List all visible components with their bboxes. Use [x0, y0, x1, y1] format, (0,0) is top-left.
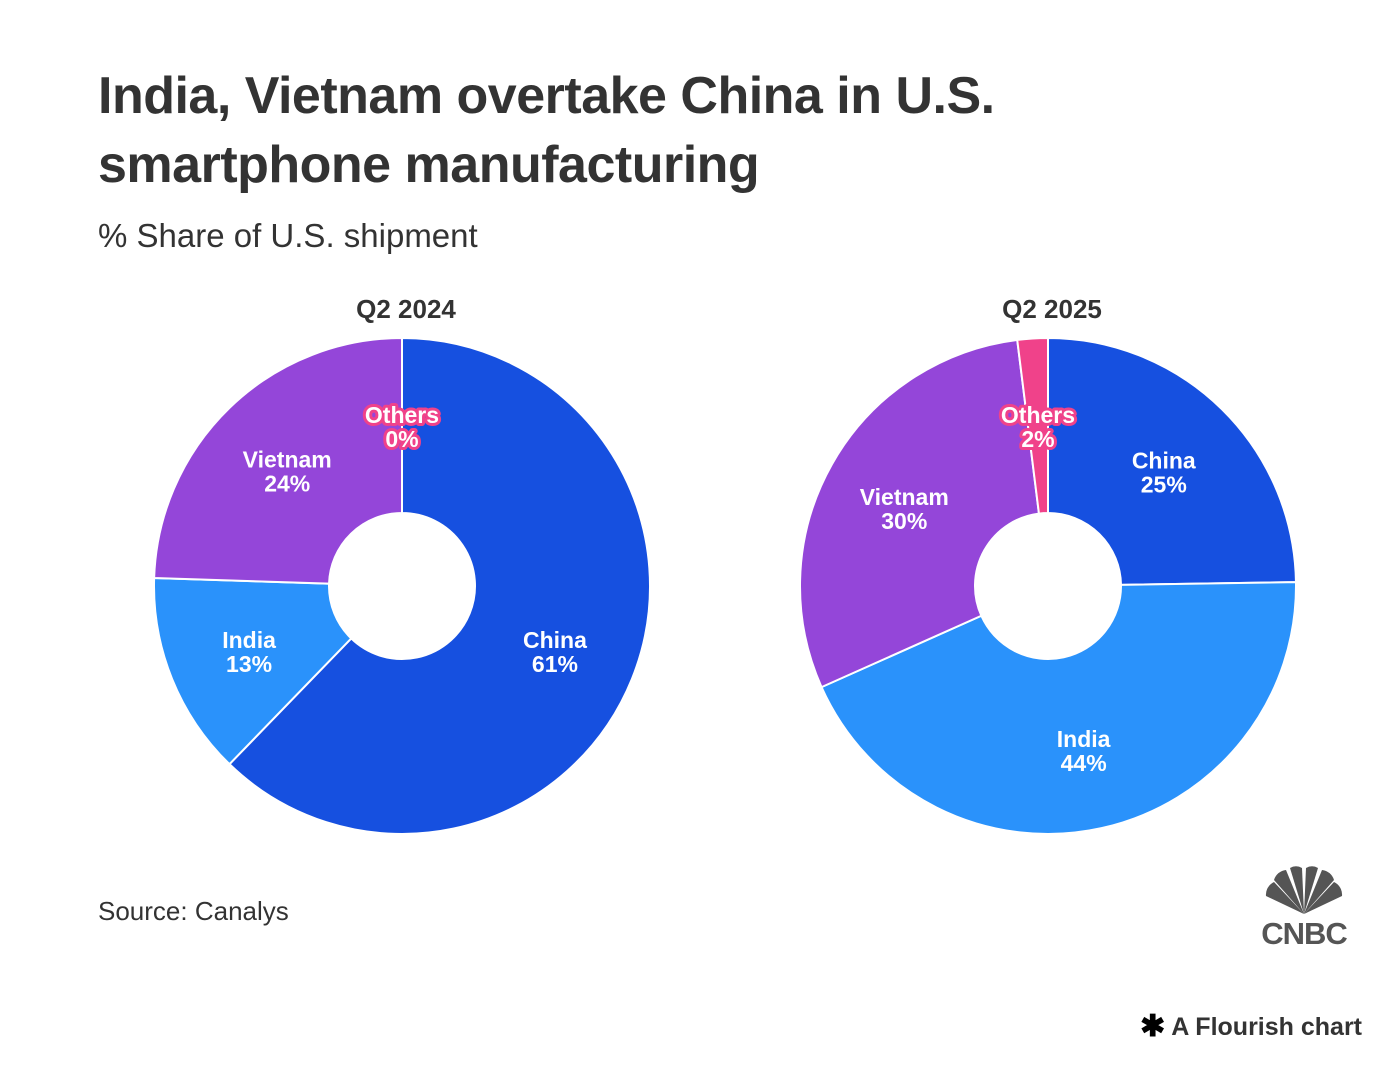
value-label-india: 13%: [226, 651, 272, 677]
label-others: Others: [1001, 402, 1075, 428]
value-label-china: 61%: [532, 651, 578, 677]
value-label-india: 44%: [1061, 750, 1107, 776]
donut-title-q2-2025: Q2 2025: [1002, 294, 1102, 324]
asterisk-icon: ✱: [1140, 1010, 1166, 1043]
value-label-vietnam: 30%: [881, 508, 927, 534]
slice-india[interactable]: [153, 577, 353, 766]
label-china: China: [1132, 447, 1196, 473]
cnbc-logo-text: CNBC: [1261, 916, 1348, 951]
source-note: Source: Canalys: [98, 896, 289, 926]
label-india: India: [222, 627, 276, 653]
value-label-others: 2%: [1021, 426, 1054, 452]
value-label-china: 25%: [1141, 471, 1187, 497]
label-others: Others: [365, 402, 439, 428]
slice-china[interactable]: [228, 336, 651, 835]
value-label-others: 0%: [385, 426, 418, 452]
label-china: China: [523, 627, 587, 653]
label-vietnam: Vietnam: [243, 446, 332, 472]
cnbc-logo: CNBC: [1252, 866, 1356, 952]
slice-china[interactable]: [1047, 336, 1297, 586]
chart-title: India, Vietnam overtake China in U.S. sm…: [98, 67, 995, 194]
slice-india[interactable]: [820, 581, 1297, 835]
slice-others[interactable]: [1016, 336, 1049, 515]
slice-vietnam[interactable]: [153, 336, 403, 585]
flourish-label: A Flourish chart: [1171, 1012, 1362, 1041]
donut-title-q2-2024: Q2 2024: [356, 294, 456, 324]
peacock-icon: [1265, 866, 1343, 914]
flourish-credit[interactable]: ✱ A Flourish chart: [1140, 1012, 1362, 1042]
value-label-vietnam: 24%: [264, 470, 310, 496]
slice-vietnam[interactable]: [799, 338, 1041, 689]
label-india: India: [1057, 726, 1111, 752]
label-vietnam: Vietnam: [860, 484, 949, 510]
donut-charts: Q2 2024 China61%India13%Vietnam24%Others…: [153, 294, 1297, 835]
chart-subtitle: % Share of U.S. shipment: [98, 217, 478, 254]
